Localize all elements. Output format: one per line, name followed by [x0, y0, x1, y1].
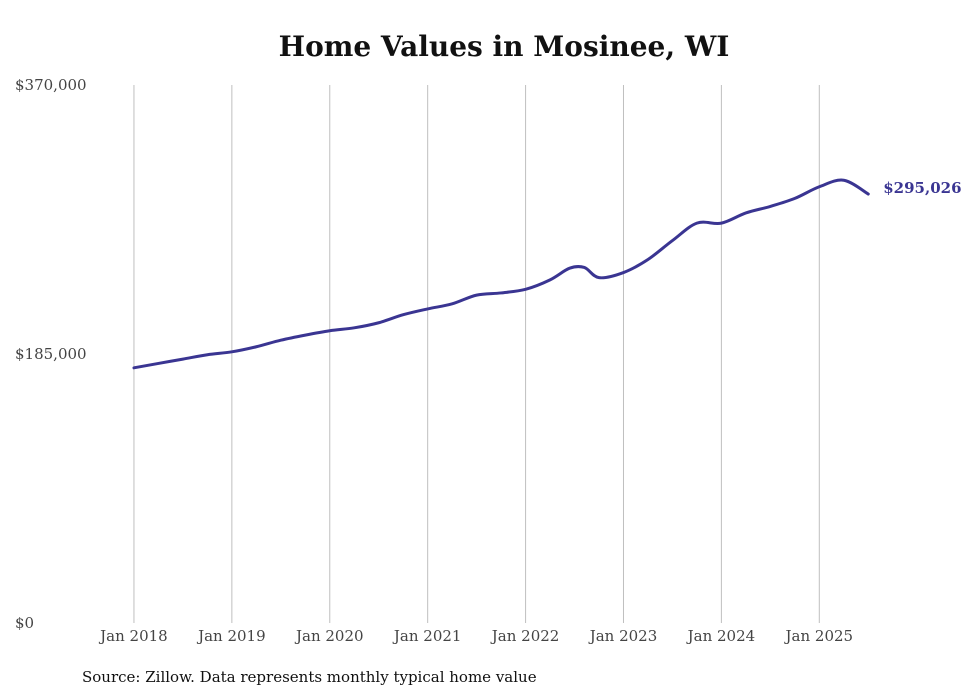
y-tick-label: $0	[15, 614, 34, 632]
x-tick-label: Jan 2020	[294, 627, 364, 645]
series-layer	[132, 178, 870, 370]
x-tick-label: Jan 2024	[686, 627, 756, 645]
x-tick-label: Jan 2022	[490, 627, 560, 645]
grid-lines	[133, 85, 820, 623]
x-tick-label: Jan 2018	[98, 627, 168, 645]
series-line-home-value	[132, 178, 870, 370]
x-tick-label: Jan 2019	[196, 627, 266, 645]
x-axis-tick-labels: Jan 2018 Jan 2019 Jan 2020 Jan 2021 Jan 2022…	[98, 627, 853, 645]
y-tick-label: $370,000	[15, 76, 87, 94]
chart-title: Home Values in Mosinee, WI	[278, 30, 730, 63]
x-tick-label: Jan 2025	[784, 627, 854, 645]
y-tick-label: $185,000	[15, 345, 87, 363]
end-label-layer: $295,026	[883, 179, 961, 197]
x-tick-label: Jan 2021	[392, 627, 462, 645]
source-note: Source: Zillow. Data represents monthly …	[82, 668, 537, 686]
x-tick-label: Jan 2023	[588, 627, 658, 645]
y-axis-tick-labels: $0 $185,000 $370,000	[15, 76, 87, 632]
end-value-label: $295,026	[883, 179, 961, 197]
